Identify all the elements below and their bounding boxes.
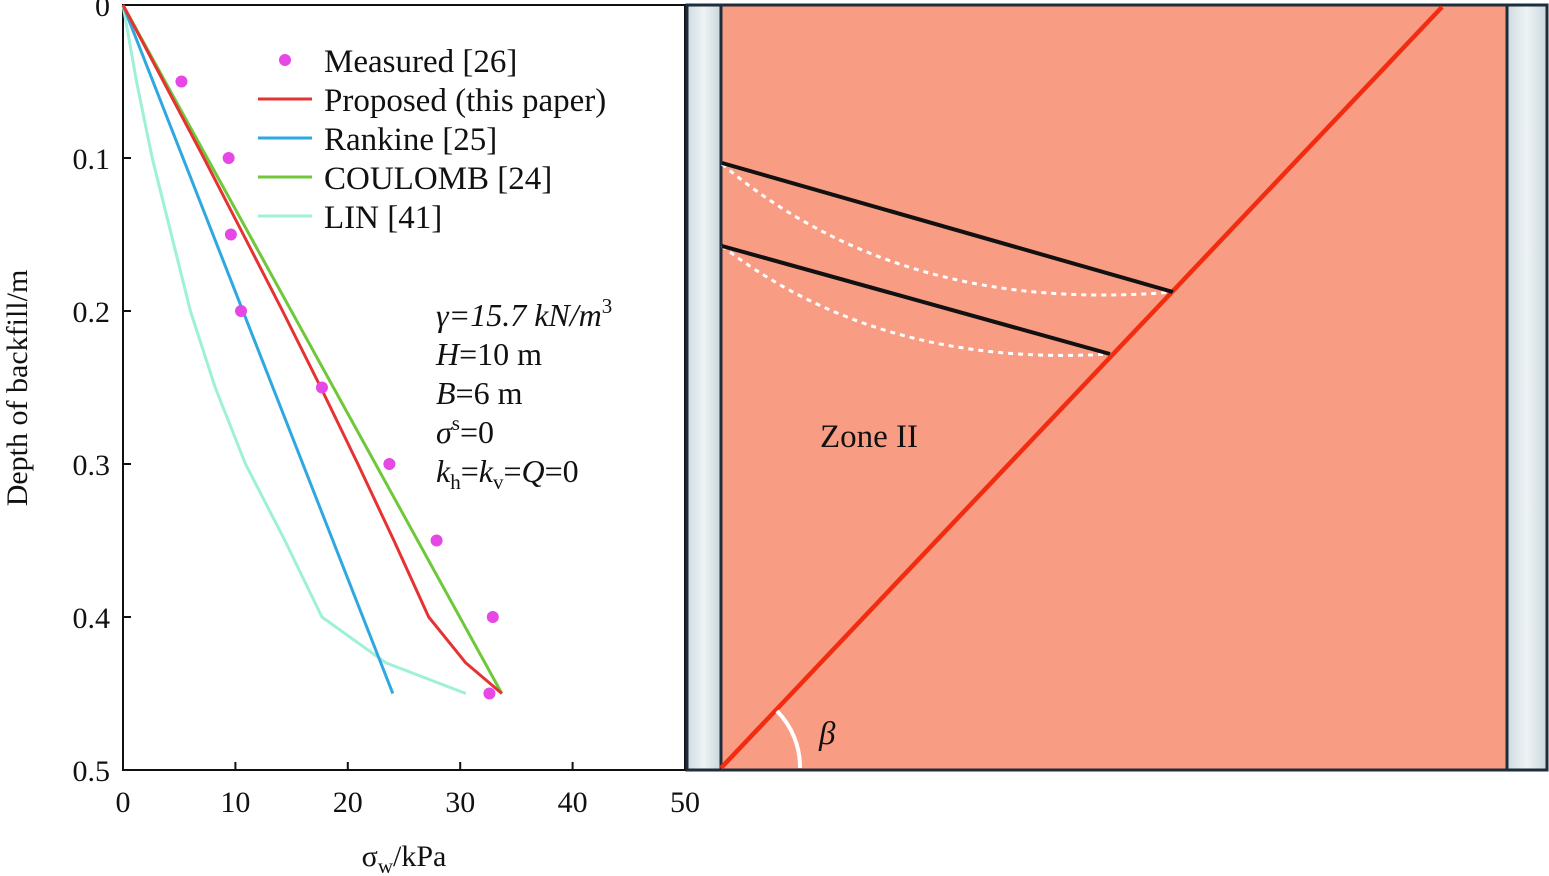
x-tick-label: 40 [558, 786, 588, 819]
measured-point [430, 534, 443, 547]
slip-surface-line [719, 5, 1444, 770]
layer-line-upper [721, 161, 1174, 294]
axis-tick-labels: 0 10 20 30 40 50 0 0.1 0.2 0.3 0.4 0.5 [73, 0, 701, 819]
legend-marker-0 [279, 54, 291, 66]
param-width: B=6 m [436, 375, 523, 411]
y-tick-label: 0.3 [73, 449, 111, 482]
left-wall [685, 3, 723, 772]
parameter-block: γ=15.7 kN/m3 H=10 m B=6 m σs=0 kh=kv=Q=0 [435, 294, 612, 494]
zone-label: Zone II [820, 419, 918, 455]
legend-label-0: Measured [26] [324, 44, 517, 80]
measured-point [483, 687, 496, 700]
series-line-4 [121, 4, 467, 695]
x-tick-label: 0 [116, 786, 131, 819]
legend-label-1: Proposed (this paper) [324, 83, 606, 119]
measured-point [486, 611, 499, 623]
measured-point [175, 75, 188, 88]
measured-point [235, 305, 248, 317]
legend-label-2: Rankine [25] [324, 122, 497, 158]
x-tick-label: 10 [220, 786, 250, 819]
angle-arc [775, 709, 803, 769]
right-wall [1505, 3, 1549, 772]
legend: Measured [26]Proposed (this paper)Rankin… [258, 44, 606, 236]
backfill-diagram: β Zone II [685, 3, 1549, 772]
y-tick-label: 0.2 [73, 296, 111, 329]
measured-point [315, 381, 328, 394]
depth-pressure-chart: 0 10 20 30 40 50 0 0.1 0.2 0.3 0.4 0.5 Depth of bac… [1, 0, 700, 876]
measured-point [383, 458, 396, 470]
x-tick-label: 20 [333, 786, 363, 819]
x-tick-label: 30 [445, 786, 475, 819]
y-tick-label: 0.4 [73, 602, 111, 635]
backfill-zone [719, 3, 1509, 772]
layer-line-lower [721, 244, 1111, 356]
measured-point [224, 228, 237, 241]
x-axis-title: σw/kPa [362, 840, 447, 876]
y-tick-label: 0.5 [73, 755, 111, 788]
legend-label-4: LIN [41] [324, 200, 442, 236]
measured-point [222, 152, 235, 164]
angle-label: β [818, 716, 836, 752]
x-tick-label: 50 [670, 786, 700, 819]
y-tick-label: 0.1 [73, 143, 111, 176]
axis-ticks [122, 4, 686, 771]
y-axis-title: Depth of backfill/m [1, 270, 34, 507]
param-gamma: γ=15.7 kN/m3 [436, 294, 612, 333]
soil-arch-upper [721, 162, 1174, 297]
param-height: H=10 m [435, 336, 542, 372]
series-line-2 [121, 4, 395, 695]
soil-arch-lower [721, 244, 1111, 357]
measured-points [175, 75, 499, 700]
param-seismic: kh=kv=Q=0 [436, 453, 579, 494]
legend-label-3: COULOMB [24] [324, 161, 552, 197]
series-layer [121, 4, 504, 695]
plot-frame [122, 4, 686, 771]
series-line-3 [121, 4, 504, 695]
param-surcharge: σs=0 [436, 411, 494, 450]
y-tick-label: 0 [95, 0, 110, 23]
